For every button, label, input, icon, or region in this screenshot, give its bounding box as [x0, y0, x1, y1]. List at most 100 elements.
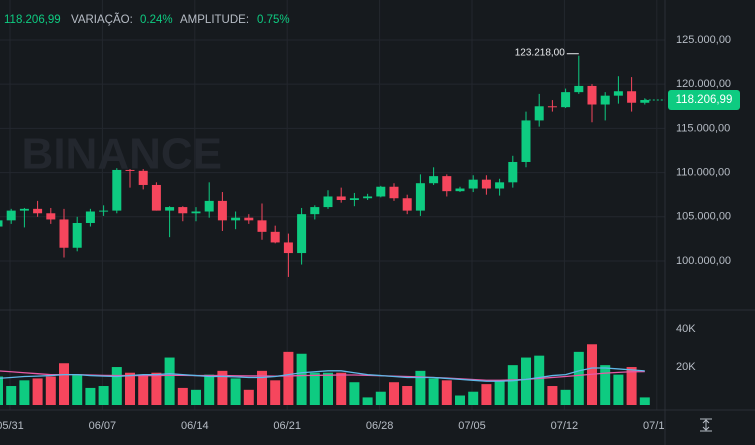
header-amplitude-label: AMPLITUDE: [180, 14, 249, 26]
candle-body [297, 214, 307, 254]
volume-bar [600, 365, 611, 405]
volume-ma-line [0, 370, 645, 381]
y-tick-label: 125.000,00 [676, 34, 731, 46]
annotation-label: 123.218,00 [515, 47, 565, 58]
candle-body [336, 196, 346, 201]
candle-body [455, 188, 465, 192]
volume-bar [217, 370, 228, 405]
volume-bar [6, 386, 17, 405]
header-change: 0.24% [140, 14, 173, 26]
volume-bar [468, 391, 479, 405]
volume-bar [613, 374, 624, 405]
candle-body [191, 211, 201, 214]
volume-bar [521, 357, 531, 405]
x-tick-label: 05/31 [0, 420, 24, 432]
candle-body [33, 208, 43, 214]
candle-body [349, 198, 359, 201]
x-tick-label: 07/19 [643, 420, 671, 432]
volume-bar [639, 397, 650, 405]
volume-bar [125, 372, 135, 405]
candle-body [561, 92, 571, 108]
candle-body [244, 217, 254, 221]
candle-body [442, 176, 452, 192]
volume-bar [138, 374, 149, 405]
candle-body [495, 182, 505, 189]
volume-bar [270, 380, 281, 405]
volume-bar [547, 386, 558, 405]
header-price: 118.206,99 [4, 14, 61, 26]
volume-bar [336, 372, 347, 405]
candle-body [99, 210, 109, 212]
y-tick-label: 20K [676, 361, 696, 373]
candle-body [613, 91, 623, 96]
candle-body [231, 217, 241, 221]
header-change-label: VARIAÇÃO: [71, 13, 133, 26]
last-price-label: 118.206,99 [676, 94, 733, 106]
candle-body [19, 208, 29, 211]
header-amplitude: 0.75% [257, 14, 290, 26]
candle-body [283, 242, 293, 254]
candle-body [600, 95, 610, 105]
volume-bar [283, 351, 294, 405]
candle-body [0, 220, 3, 227]
y-tick-label: 100.000,00 [676, 255, 731, 267]
grid [0, 0, 665, 410]
candle-body [547, 106, 557, 108]
candle-body [310, 207, 320, 215]
volume-bar [59, 363, 69, 405]
volume-bar [481, 384, 492, 405]
candle-body [627, 91, 637, 103]
candle-body [415, 183, 425, 211]
volume-bar [243, 389, 254, 405]
volume-bar [177, 387, 188, 405]
x-tick-label: 06/21 [273, 420, 301, 432]
candle-body [72, 222, 82, 248]
candle-body [534, 106, 544, 121]
y-tick-label: 105.000,00 [676, 211, 731, 223]
candle-body [429, 176, 439, 184]
candle-body [574, 85, 584, 93]
volume-bar [402, 386, 413, 405]
y-tick-label: 110.000,00 [676, 167, 730, 179]
x-tick-label: 06/28 [366, 420, 394, 432]
volume-bar [191, 389, 201, 405]
candle-body [6, 210, 16, 221]
volume-bar [573, 351, 584, 405]
volume-bar [164, 357, 175, 405]
candle-body [125, 169, 135, 171]
volume-bar [560, 389, 571, 405]
candle-body [59, 219, 69, 248]
candle-body [85, 211, 95, 223]
volume-bar [85, 387, 96, 405]
volume-ma-line [0, 367, 645, 382]
candle-body [323, 196, 333, 208]
x-tick-label: 07/05 [458, 420, 486, 432]
candle-body [257, 220, 267, 232]
watermark: BINANCE [22, 130, 222, 179]
volume-bar [0, 376, 3, 405]
candle-body [270, 231, 280, 243]
y-tick-label: 40K [676, 323, 696, 335]
fit-icon[interactable] [700, 418, 712, 432]
volume-bar [494, 380, 505, 405]
volume-bar [415, 370, 426, 405]
x-tick-label: 06/14 [181, 420, 209, 432]
candle-body [481, 179, 491, 189]
y-tick-label: 120.000,00 [676, 78, 731, 90]
volume-bar [441, 380, 452, 405]
volume-bar [296, 353, 307, 405]
volume-bar [507, 365, 518, 405]
y-tick-label: 115.000,00 [676, 122, 730, 134]
volume-bar [455, 395, 465, 405]
candle-body [217, 200, 227, 221]
candle-body [112, 169, 122, 211]
volume-bar [428, 378, 439, 405]
volume-bar [375, 391, 386, 405]
candle-body [508, 161, 518, 183]
candle-body [587, 85, 597, 105]
volume-bar [230, 378, 241, 405]
candle-body [204, 200, 214, 212]
x-tick-label: 06/07 [89, 420, 117, 432]
